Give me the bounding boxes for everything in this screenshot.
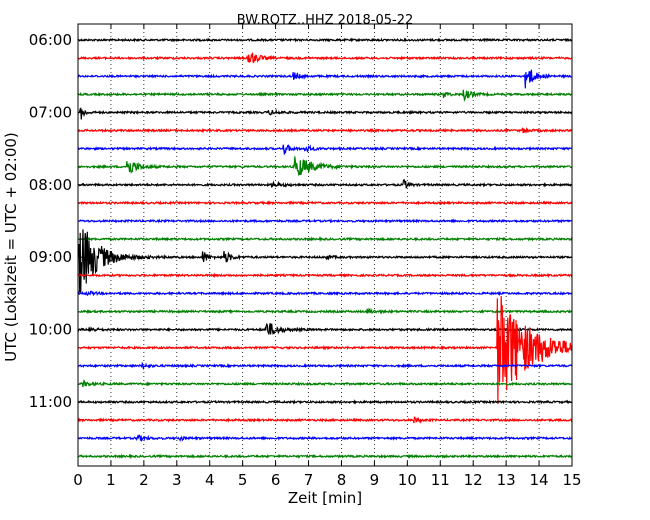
x-tick-label: 9 <box>370 471 380 489</box>
seismogram-trace <box>77 37 573 43</box>
y-axis-label: UTC (Lokalzeit = UTC + 02:00) <box>2 132 20 362</box>
x-tick-label: 11 <box>431 471 450 489</box>
x-axis-ticks: 0 1 2 3 4 5 6 7 8 9 10 11 12 13 14 15 <box>73 24 582 489</box>
chart-title: BW.ROTZ..HHZ 2018-05-22 <box>237 13 413 28</box>
seismogram-trace <box>77 126 573 134</box>
x-tick-label: 1 <box>106 471 116 489</box>
x-tick-label: 3 <box>172 471 182 489</box>
x-tick-label: 8 <box>337 471 347 489</box>
y-tick-label: 07:00 <box>29 103 72 121</box>
seismogram-trace <box>77 361 573 371</box>
seismogram-trace <box>77 322 573 335</box>
y-tick-label: 06:00 <box>29 31 72 49</box>
vertical-grid <box>110 24 540 466</box>
seismogram-trace <box>77 434 573 443</box>
seismogram-trace <box>77 236 573 243</box>
seismogram-trace <box>77 144 573 155</box>
x-tick-label: 14 <box>530 471 549 489</box>
x-tick-label: 4 <box>205 471 215 489</box>
seismogram-trace <box>77 290 573 297</box>
seismogram-trace <box>77 107 573 120</box>
seismogram-trace <box>77 453 573 460</box>
x-tick-label: 6 <box>271 471 281 489</box>
seismogram-trace <box>77 416 573 424</box>
seismogram-trace <box>77 399 573 405</box>
x-tick-label: 7 <box>304 471 314 489</box>
seismogram-trace <box>77 178 573 189</box>
seismogram-trace <box>77 69 573 89</box>
seismogram-trace <box>77 307 573 315</box>
y-tick-label: 09:00 <box>29 248 72 266</box>
x-axis-label: Zeit [min] <box>288 489 362 507</box>
x-tick-label: 2 <box>139 471 149 489</box>
x-tick-label: 13 <box>497 471 516 489</box>
seismogram-trace <box>77 379 573 388</box>
seismogram-trace <box>77 229 573 293</box>
seismogram-trace <box>77 295 573 405</box>
seismogram-trace <box>77 200 573 206</box>
plot-frame <box>77 23 573 467</box>
y-axis-ticks: 06:00 07:00 08:00 09:00 10:00 11:00 <box>29 31 572 411</box>
seismogram-trace <box>77 52 573 64</box>
y-tick-label: 10:00 <box>29 321 72 339</box>
x-tick-label: 12 <box>464 471 483 489</box>
seismogram-trace <box>77 218 573 224</box>
x-tick-label: 0 <box>73 471 83 489</box>
seismogram-trace <box>77 89 573 102</box>
seismogram-traces <box>77 37 573 460</box>
y-tick-label: 08:00 <box>29 176 72 194</box>
seismogram-trace <box>77 272 573 279</box>
x-tick-label: 5 <box>238 471 248 489</box>
x-tick-label: 10 <box>398 471 417 489</box>
x-tick-label: 15 <box>562 471 581 489</box>
y-tick-label: 11:00 <box>29 393 72 411</box>
seismogram-trace <box>77 156 573 177</box>
